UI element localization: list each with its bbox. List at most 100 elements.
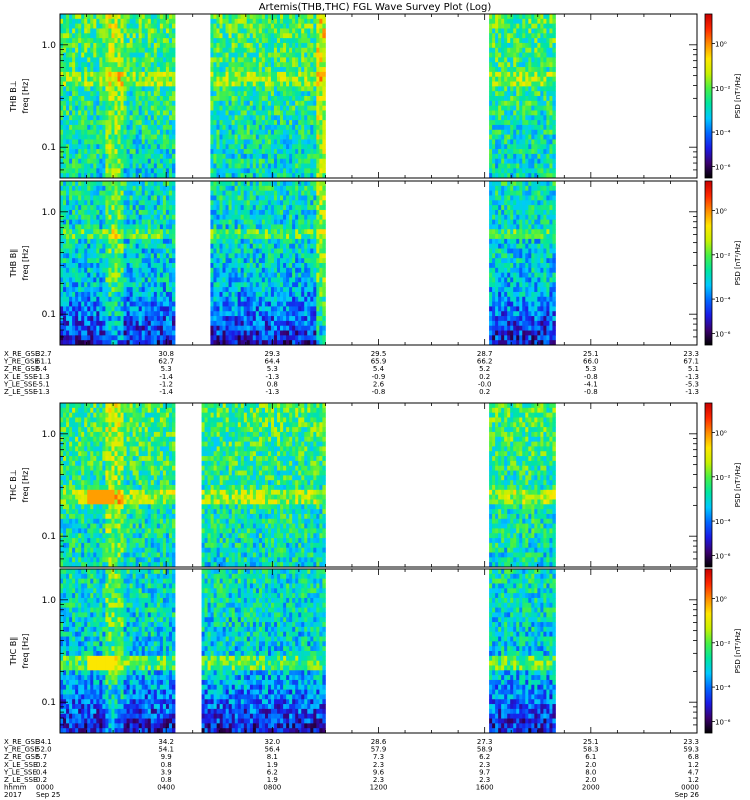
spectrogram-cell: [258, 153, 263, 160]
spectrogram-cell: [273, 38, 278, 44]
spectrogram-cell: [162, 139, 167, 145]
spectrogram-cell: [126, 57, 131, 63]
spectrogram-cell: [156, 291, 161, 298]
spectrogram-cell: [525, 33, 529, 39]
spectrogram-cell: [96, 185, 100, 192]
spectrogram-cell: [105, 277, 109, 283]
spectrogram-cell: [210, 100, 214, 107]
spectrogram-cell: [126, 335, 131, 341]
spectrogram-cell: [150, 291, 155, 298]
spectrogram-cell: [546, 42, 550, 49]
spectrogram-cell: [504, 42, 508, 49]
spectrogram-cell: [90, 105, 94, 111]
spectrogram-cell: [138, 158, 143, 164]
spectrogram-cell: [75, 311, 79, 317]
spectrogram-cell: [168, 120, 173, 126]
spectrogram-cell: [93, 263, 97, 269]
spectrogram-cell: [93, 209, 97, 216]
spectrogram-cell: [307, 71, 311, 78]
spectrogram-cell: [525, 67, 529, 73]
spectrogram-cell: [301, 62, 305, 68]
spectrogram-cell: [153, 330, 158, 336]
spectrogram-cell: [159, 325, 164, 331]
spectrogram-cell: [78, 100, 82, 107]
spectrogram-cell: [537, 158, 541, 164]
spectrogram-cell: [546, 153, 550, 160]
spectrogram-cell: [507, 71, 511, 78]
spectrogram-cell: [117, 296, 121, 302]
spectrogram-cell: [141, 306, 146, 312]
spectrogram-cell: [501, 52, 505, 58]
spectrogram-cell: [231, 272, 236, 278]
spectrogram-cell: [108, 42, 112, 49]
spectrogram-cell: [144, 200, 149, 206]
spectrogram-cell: [222, 296, 226, 302]
spectrogram-cell: [117, 168, 121, 174]
spectrogram-cell: [276, 42, 281, 49]
spectrogram-cell: [141, 124, 146, 131]
spectrogram-cell: [510, 86, 514, 92]
spectrogram-cell: [153, 258, 158, 264]
spectrogram-cell: [249, 134, 254, 140]
spectrogram-cell: [120, 100, 124, 107]
spectrogram-cell: [498, 33, 502, 39]
spectrogram-cell: [105, 96, 109, 102]
spectrogram-cell: [216, 28, 220, 34]
spectrogram-cell: [87, 320, 91, 327]
spectrogram-cell: [525, 71, 529, 78]
spectrogram-cell: [243, 163, 248, 169]
spectrogram-cell: [498, 91, 502, 97]
spectrogram-cell: [289, 52, 293, 58]
spectrogram-cell: [138, 81, 143, 87]
spectrogram-cell: [99, 267, 103, 274]
spectrogram-cell: [90, 62, 94, 68]
spectrogram-cell: [255, 38, 260, 44]
spectrogram-cell: [219, 129, 223, 135]
spectrogram-cell: [225, 76, 229, 82]
data-interval: [210, 181, 326, 346]
spectrogram-cell: [507, 134, 511, 140]
spectrogram-cell: [504, 33, 508, 39]
spectrogram-cell: [105, 214, 109, 220]
spectrogram-cell: [522, 173, 526, 179]
spectrogram-cell: [78, 195, 82, 201]
spectrogram-cell: [543, 52, 547, 58]
spectrogram-cell: [504, 47, 508, 53]
spectrogram-cell: [171, 76, 176, 82]
spectrogram-cell: [87, 224, 91, 230]
spectrogram-cell: [120, 325, 124, 331]
spectrogram-cell: [313, 134, 317, 140]
spectrogram-cell: [87, 81, 91, 87]
spectrogram-cell: [276, 120, 281, 126]
spectrogram-cell: [240, 81, 245, 87]
spectrogram-cell: [222, 330, 226, 336]
spectrogram-cell: [90, 110, 94, 116]
spectrogram-cell: [90, 91, 94, 97]
spectrogram-cell: [69, 173, 73, 179]
spectrogram-cell: [93, 144, 97, 150]
spectrogram-cell: [492, 163, 496, 169]
spectrogram-cell: [102, 301, 106, 307]
spectrogram-cell: [225, 287, 229, 293]
spectrogram-cell: [228, 209, 232, 216]
spectrogram-cell: [252, 57, 257, 63]
spectrogram-cell: [66, 52, 70, 58]
spectrogram-cell: [240, 38, 245, 44]
spectrogram-cell: [162, 253, 167, 259]
spectrogram-cell: [240, 110, 245, 116]
spectrogram-cell: [322, 57, 326, 63]
spectrogram-cell: [66, 301, 70, 307]
spectrogram-cell: [105, 47, 109, 53]
spectrogram-cell: [316, 134, 320, 140]
spectrogram-cell: [522, 120, 526, 126]
spectrogram-cell: [507, 96, 511, 102]
spectrogram-cell: [171, 195, 176, 201]
spectrogram-cell: [162, 105, 167, 111]
spectrogram-cell: [75, 168, 79, 174]
spectrogram-cell: [225, 120, 229, 126]
spectrogram-cell: [150, 173, 155, 179]
spectrogram-cell: [264, 139, 269, 145]
spectrogram-cell: [546, 124, 550, 131]
spectrogram-cell: [159, 253, 164, 259]
spectrogram-cell: [243, 115, 248, 121]
